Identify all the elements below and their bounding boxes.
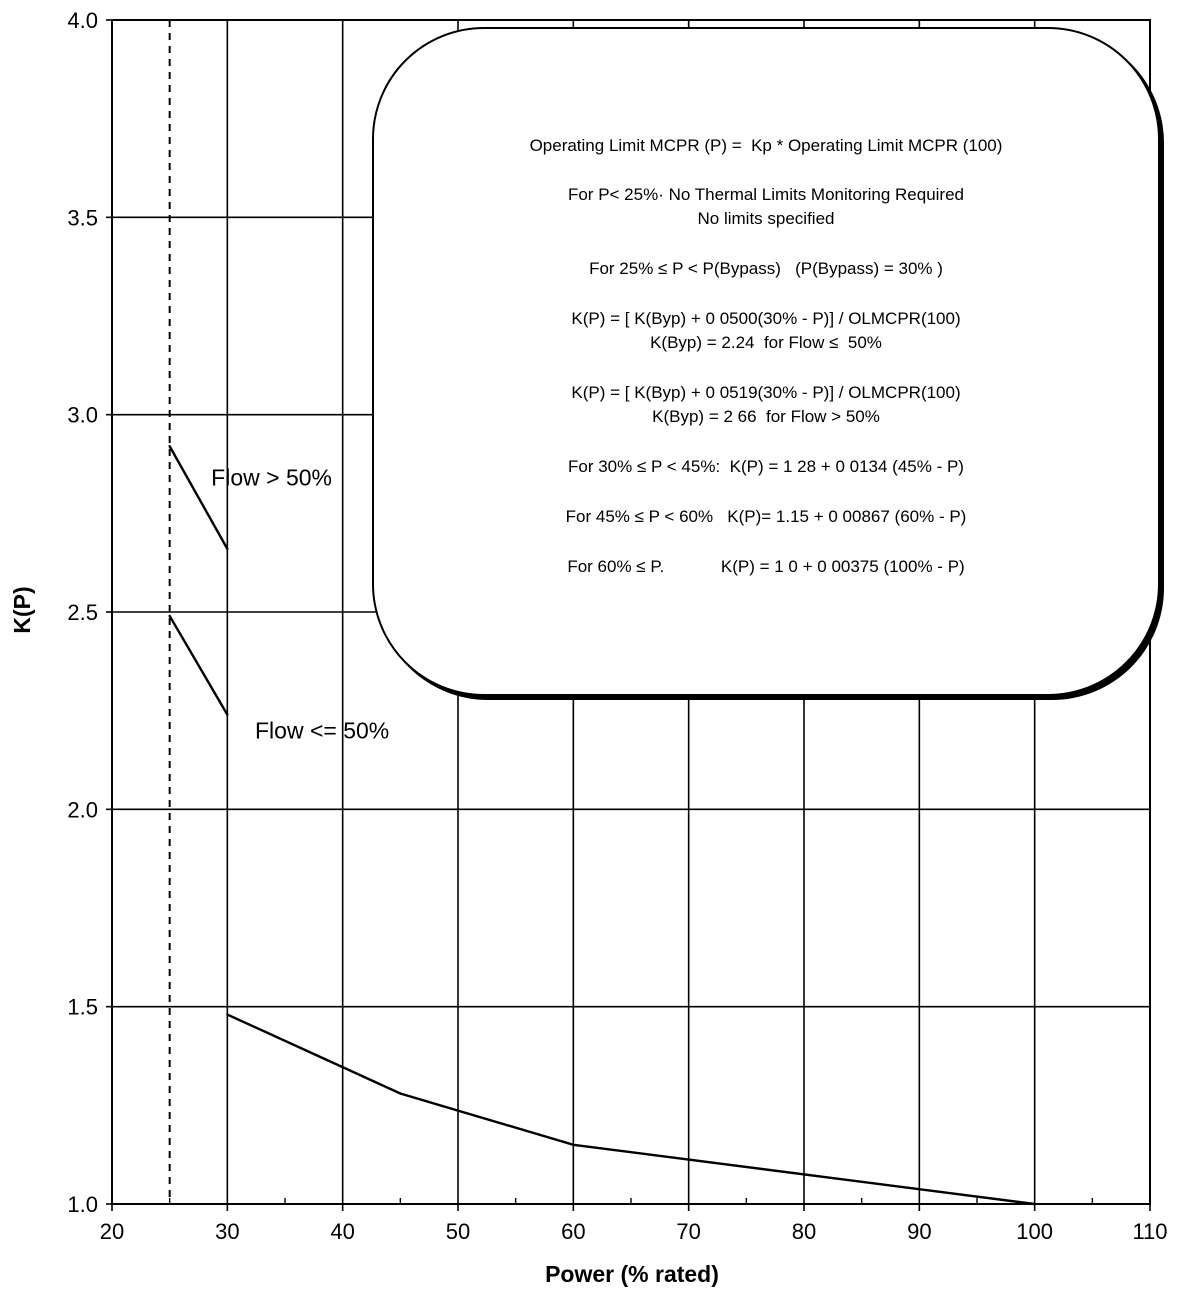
- series-2-point-0: [226, 1013, 229, 1016]
- note-line-45-60: For 45% ≤ P < 60% K(P)= 1.15 + 0 00867 (…: [565, 507, 967, 526]
- series-2-point-1: [399, 1092, 402, 1095]
- note-line-kbyp-low-flow: K(Byp) = 2.24 for Flow ≤ 50%: [650, 333, 882, 352]
- formula-note-text: Operating Limit MCPR (P) = Kp * Operatin…: [374, 134, 1158, 579]
- y-tick-label-3.0: 3.0: [67, 403, 98, 428]
- series-1-point-0: [168, 614, 171, 618]
- y-tick-label-2.5: 2.5: [67, 600, 98, 625]
- note-line-kbyp-high-flow: K(Byp) = 2 66 for Flow > 50%: [652, 407, 880, 426]
- note-line-bypass-range: For 25% ≤ P < P(Bypass) (P(Bypass) = 30%…: [589, 259, 943, 278]
- x-tick-label-100: 100: [1016, 1219, 1053, 1244]
- x-tick-label-20: 20: [100, 1219, 124, 1244]
- note-line-olmcpr: Operating Limit MCPR (P) = Kp * Operatin…: [529, 136, 1003, 155]
- series-line-0: [168, 445, 229, 550]
- formula-note-box: Operating Limit MCPR (P) = Kp * Operatin…: [372, 27, 1160, 696]
- x-axis-title: Power (% rated): [545, 1261, 719, 1287]
- y-tick-label-1.5: 1.5: [67, 995, 98, 1020]
- x-tick-label-40: 40: [330, 1219, 354, 1244]
- curve-label-0: Flow > 50%: [211, 465, 332, 491]
- series-layer: [168, 445, 1036, 1206]
- x-tick-label-90: 90: [907, 1219, 931, 1244]
- series-0-point-1: [226, 547, 229, 551]
- note-line-30-45: For 30% ≤ P < 45%: K(P) = 1 28 + 0 0134 …: [568, 457, 964, 476]
- note-line-60-up: For 60% ≤ P. K(P) = 1 0 + 0 00375 (100% …: [567, 557, 965, 576]
- x-tick-label-70: 70: [676, 1219, 700, 1244]
- series-1-point-1: [226, 713, 229, 716]
- note-line-no-limits: No limits specified: [697, 209, 835, 228]
- annotation-layer: Flow > 50% Flow <= 50%: [211, 465, 389, 744]
- y-tick-label-2.0: 2.0: [67, 797, 98, 822]
- y-tick-label-1.0: 1.0: [67, 1192, 98, 1217]
- tick-layer: 20 30 40 50 60 70 80 90 100 110 1.0 1.5 2.0 2.5 3.0 3.5…: [67, 8, 1167, 1244]
- series-line-1: [168, 615, 229, 716]
- series-line-2: [226, 1013, 1035, 1206]
- y-axis-title: K(P): [9, 586, 35, 633]
- curve-label-1: Flow <= 50%: [255, 717, 389, 743]
- y-tick-label-3.5: 3.5: [67, 205, 98, 230]
- note-line-below-25: For P< 25%· No Thermal Limits Monitoring…: [567, 185, 965, 204]
- series-2-point-3: [1033, 1202, 1036, 1206]
- x-tick-label-80: 80: [792, 1219, 816, 1244]
- x-tick-label-50: 50: [446, 1219, 470, 1244]
- note-line-kp-high-flow: K(P) = [ K(Byp) + 0 0519(30% - P)] / OLM…: [571, 383, 961, 402]
- series-0-point-0: [168, 445, 171, 448]
- x-tick-label-110: 110: [1132, 1219, 1167, 1244]
- y-tick-label-4.0: 4.0: [67, 8, 98, 33]
- series-2-point-2: [572, 1143, 575, 1147]
- x-tick-label-60: 60: [561, 1219, 585, 1244]
- x-tick-label-30: 30: [215, 1219, 239, 1244]
- note-line-kp-low-flow: K(P) = [ K(Byp) + 0 0500(30% - P)] / OLM…: [571, 309, 961, 328]
